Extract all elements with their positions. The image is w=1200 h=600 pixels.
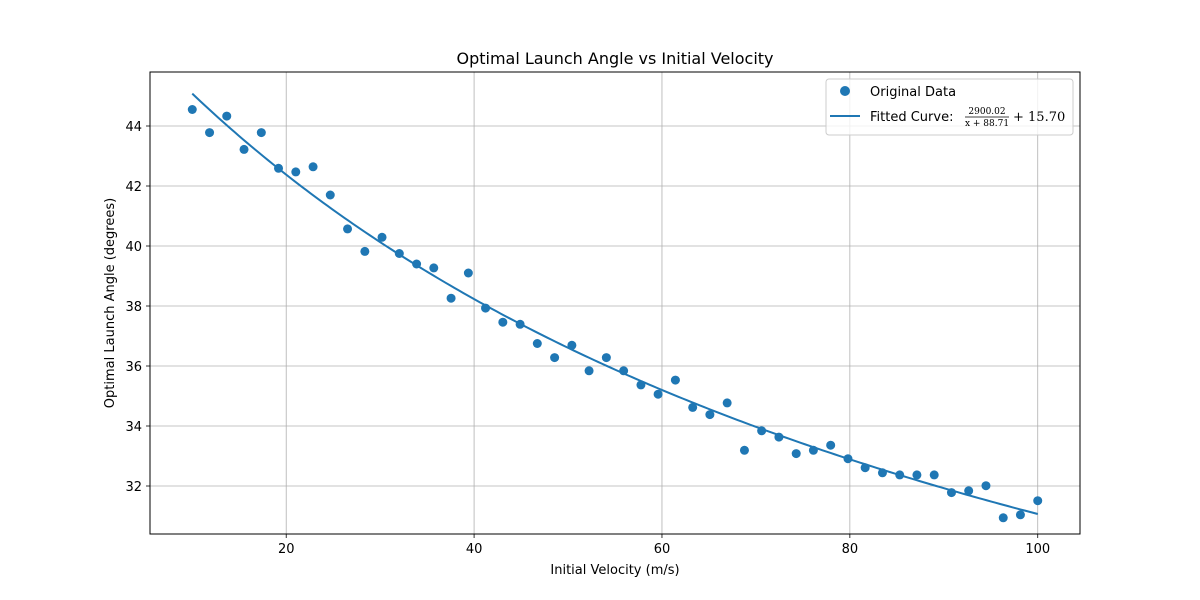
y-axis-label: Optimal Launch Angle (degrees) xyxy=(103,198,118,408)
data-point xyxy=(1015,510,1025,520)
data-point xyxy=(187,105,197,114)
legend-formula-tail: + 15.70 xyxy=(1013,110,1065,125)
data-point xyxy=(205,128,215,138)
data-point xyxy=(550,353,560,363)
legend: Original Data Fitted Curve: 2900.02 x + … xyxy=(825,78,1074,136)
data-point xyxy=(636,380,646,390)
data-point xyxy=(429,263,439,273)
data-point xyxy=(222,111,232,121)
legend-label-fitted-curve: Fitted Curve: xyxy=(870,110,953,125)
data-point xyxy=(343,224,353,234)
data-point xyxy=(739,445,749,455)
x-tick-label: 40 xyxy=(466,542,483,557)
data-point xyxy=(981,481,991,491)
y-tick-label: 32 xyxy=(125,480,142,495)
y-tick-label: 38 xyxy=(125,300,142,315)
data-point xyxy=(308,162,318,172)
data-point xyxy=(722,398,732,408)
plot-frame xyxy=(149,71,1081,535)
y-tick-label: 36 xyxy=(125,360,142,375)
x-tick-label: 60 xyxy=(654,542,671,557)
chart-title: Optimal Launch Angle vs Initial Velocity xyxy=(456,49,773,68)
data-point xyxy=(532,339,542,348)
legend-label-original-data: Original Data xyxy=(870,85,956,100)
x-axis-label: Initial Velocity (m/s) xyxy=(550,563,679,578)
data-point xyxy=(912,470,922,480)
data-point xyxy=(463,268,473,278)
data-point xyxy=(584,366,594,376)
y-tick-label: 34 xyxy=(125,420,142,435)
data-point xyxy=(791,449,801,459)
legend-formula-numerator: 2900.02 xyxy=(968,107,1005,117)
data-point xyxy=(446,293,456,303)
data-point xyxy=(860,463,870,473)
data-point xyxy=(826,440,836,450)
legend-marker-original-data xyxy=(840,86,850,96)
data-point xyxy=(601,353,611,363)
data-point xyxy=(515,319,525,329)
data-point xyxy=(274,163,284,173)
original-data-series xyxy=(187,105,1043,523)
data-point xyxy=(498,317,508,327)
data-point xyxy=(619,366,629,376)
data-point xyxy=(757,426,767,436)
data-point xyxy=(877,468,887,478)
data-point xyxy=(964,486,974,496)
data-point xyxy=(377,232,387,242)
data-point xyxy=(291,167,301,177)
data-point xyxy=(929,470,939,480)
legend-box xyxy=(825,78,1074,136)
x-axis: 20 40 60 80 100 xyxy=(278,534,1050,557)
legend-formula-denominator: x + 88.71 xyxy=(965,119,1009,129)
data-point xyxy=(481,303,491,313)
data-point xyxy=(256,128,266,138)
data-point xyxy=(394,249,404,258)
data-point xyxy=(567,340,577,350)
x-tick-label: 100 xyxy=(1025,542,1050,557)
data-point xyxy=(653,389,663,399)
x-tick-label: 20 xyxy=(278,542,295,557)
y-tick-label: 44 xyxy=(125,120,142,135)
data-point xyxy=(843,454,853,464)
data-point xyxy=(705,410,715,420)
data-point xyxy=(360,246,370,256)
y-tick-label: 42 xyxy=(125,180,142,195)
data-point xyxy=(774,432,784,442)
grid xyxy=(150,72,1080,534)
y-tick-label: 40 xyxy=(125,240,142,255)
y-axis: 32 34 36 38 40 42 44 xyxy=(125,120,150,495)
data-point xyxy=(239,144,249,154)
data-point xyxy=(1033,496,1043,506)
data-point xyxy=(325,190,335,200)
data-point xyxy=(946,488,956,498)
data-point xyxy=(412,259,422,269)
data-point xyxy=(688,402,698,412)
data-point xyxy=(895,470,905,480)
data-point xyxy=(808,445,818,455)
data-point xyxy=(670,375,680,385)
data-point xyxy=(998,513,1008,523)
x-tick-label: 80 xyxy=(842,542,859,557)
